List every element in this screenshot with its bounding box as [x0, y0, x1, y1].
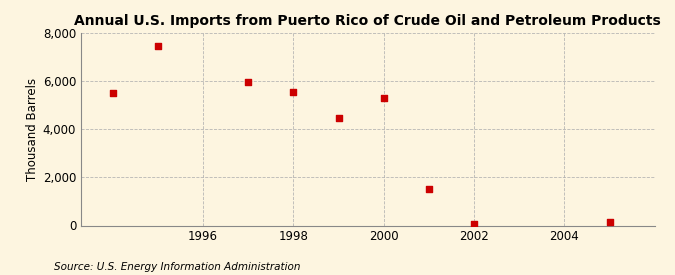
- Point: [288, 90, 299, 94]
- Point: [378, 96, 389, 100]
- Text: Source: U.S. Energy Information Administration: Source: U.S. Energy Information Administ…: [54, 262, 300, 272]
- Y-axis label: Thousand Barrels: Thousand Barrels: [26, 78, 38, 181]
- Point: [153, 44, 163, 48]
- Point: [333, 116, 344, 121]
- Point: [107, 91, 118, 95]
- Point: [423, 187, 434, 192]
- Point: [243, 80, 254, 84]
- Point: [604, 220, 615, 225]
- Point: [468, 221, 479, 226]
- Title: Annual U.S. Imports from Puerto Rico of Crude Oil and Petroleum Products: Annual U.S. Imports from Puerto Rico of …: [74, 14, 662, 28]
